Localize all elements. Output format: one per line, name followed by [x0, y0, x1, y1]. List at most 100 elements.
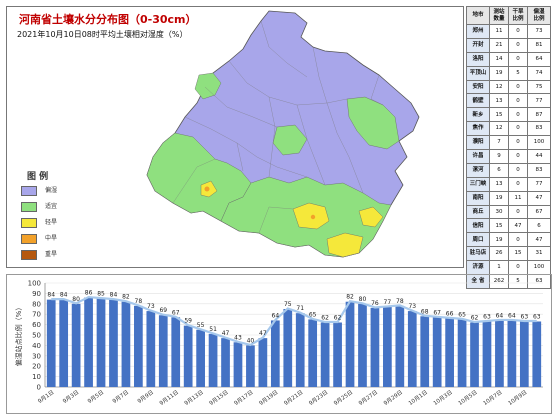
bar [345, 301, 355, 387]
table-row: 周口 19 0 47 [466, 232, 551, 248]
cell-drought-ratio: 47 [508, 218, 528, 234]
data-label: 68 [421, 308, 429, 315]
cell-wet-ratio: 83 [527, 162, 551, 178]
city-stats-table: 地市 测站 数量 干旱 比例 偏湿 比例 郑州 11 0 73 开封 21 0 81 洛阳 14 0… [466, 6, 551, 289]
x-tick-label: 9月3日 [62, 389, 81, 405]
data-label: 59 [184, 318, 192, 325]
cell-drought-ratio: 0 [508, 79, 528, 95]
bar [46, 299, 56, 387]
data-label: 71 [296, 305, 304, 312]
data-label: 82 [122, 294, 130, 301]
legend-swatch [21, 250, 37, 260]
legend-swatch [21, 202, 37, 212]
chart-frame: 0 10 20 30 40 50 60 70 80 90 100 偏湿站点比例（%） 84 84 80 86 8… [6, 274, 552, 414]
cell-station-count: 12 [489, 79, 509, 95]
bar [134, 305, 143, 387]
data-label: 73 [147, 303, 155, 310]
cell-city: 新乡 [466, 107, 490, 123]
table-row: 信阳 15 47 6 [466, 218, 551, 234]
cell-wet-ratio: 87 [527, 107, 551, 123]
data-label: 76 [371, 300, 379, 307]
cell-wet-ratio: 63 [527, 274, 551, 289]
y-tick-label: 20 [32, 363, 41, 371]
x-tick-label: 10月7日 [482, 389, 504, 407]
table-row: 全 省 262 5 63 [466, 274, 551, 289]
bar [519, 321, 529, 387]
bar [407, 311, 417, 387]
cell-station-count: 11 [489, 24, 509, 39]
data-label: 40 [247, 337, 255, 344]
legend-swatch [21, 218, 37, 228]
table-row: 驻马店 26 15 31 [466, 246, 551, 262]
data-label: 77 [384, 299, 392, 306]
bar [146, 311, 156, 387]
table-row: 郑州 11 0 73 [466, 24, 551, 39]
table-row: 济源 1 0 100 [466, 260, 551, 276]
legend-item-light-drought: 轻旱 [21, 217, 91, 229]
cell-city: 鹤壁 [466, 93, 490, 109]
bar [507, 320, 517, 387]
bar [196, 329, 205, 387]
bar [383, 306, 392, 387]
table-row: 开封 21 0 81 [466, 37, 551, 53]
bar [370, 307, 380, 387]
table-row: 漯河 6 0 83 [466, 162, 551, 178]
cell-wet-ratio: 77 [527, 93, 551, 109]
cell-drought-ratio: 0 [508, 51, 528, 67]
cell-wet-ratio: 75 [527, 79, 551, 95]
cell-city: 安阳 [466, 79, 490, 95]
y-tick-label: 50 [32, 332, 41, 340]
bar [121, 301, 131, 387]
bar [308, 319, 318, 387]
data-label: 85 [97, 291, 105, 298]
medium-drought-spot-2 [310, 214, 316, 220]
x-tick-label: 9月11日 [158, 389, 180, 407]
data-label: 47 [259, 330, 267, 337]
data-label: 43 [234, 334, 242, 341]
cell-drought-ratio: 0 [508, 232, 528, 248]
county-boundaries [172, 20, 384, 234]
bar [96, 298, 106, 387]
cell-wet-ratio: 74 [527, 65, 551, 81]
chart-panel: 0 10 20 30 40 50 60 70 80 90 100 偏湿站点比例（%） 84 84 80 86 8… [0, 270, 554, 415]
cell-city: 郑州 [466, 24, 490, 39]
x-tick-label: 9月13日 [183, 389, 205, 407]
table-row: 焦作 12 0 83 [466, 121, 551, 137]
x-tick-label: 9月15日 [208, 389, 230, 407]
legend-label: 中旱 [45, 235, 58, 242]
x-tick-label: 9月17日 [233, 389, 255, 407]
bar [246, 345, 255, 387]
bar [171, 317, 181, 387]
data-label: 75 [284, 301, 292, 308]
x-tick-label: 9月9日 [136, 389, 155, 405]
cell-station-count: 15 [489, 107, 509, 123]
data-label: 63 [483, 313, 491, 320]
table-row: 许昌 9 0 44 [466, 149, 551, 164]
data-label: 62 [334, 315, 342, 322]
bar [84, 297, 93, 387]
table-row: 鹤壁 13 0 77 [466, 93, 551, 109]
cell-drought-ratio: 0 [508, 176, 528, 192]
legend-label: 重旱 [45, 251, 58, 258]
bar [109, 299, 118, 387]
light-drought-region-1 [292, 202, 330, 230]
bar [221, 338, 230, 387]
table-row: 新乡 15 0 87 [466, 107, 551, 123]
cell-city: 焦作 [466, 121, 490, 137]
medium-drought-spot-1 [204, 186, 210, 192]
data-label: 67 [433, 309, 441, 316]
suitable-region-east [346, 96, 400, 150]
table-row: 商丘 30 0 67 [466, 204, 551, 220]
data-label: 65 [458, 311, 466, 318]
bar [532, 321, 542, 387]
data-label: 67 [172, 309, 180, 316]
cell-station-count: 14 [489, 51, 509, 67]
y-tick-label: 60 [32, 321, 41, 329]
wet-ratio-bar-chart: 0 10 20 30 40 50 60 70 80 90 100 偏湿站点比例（%） 84 84 80 86 8… [14, 280, 543, 407]
cell-city: 全 省 [466, 274, 490, 289]
y-tick-label: 70 [32, 311, 41, 319]
bar [283, 309, 293, 387]
data-label: 55 [197, 322, 205, 329]
cell-drought-ratio: 0 [508, 121, 528, 137]
suitable-region-north [194, 72, 222, 100]
